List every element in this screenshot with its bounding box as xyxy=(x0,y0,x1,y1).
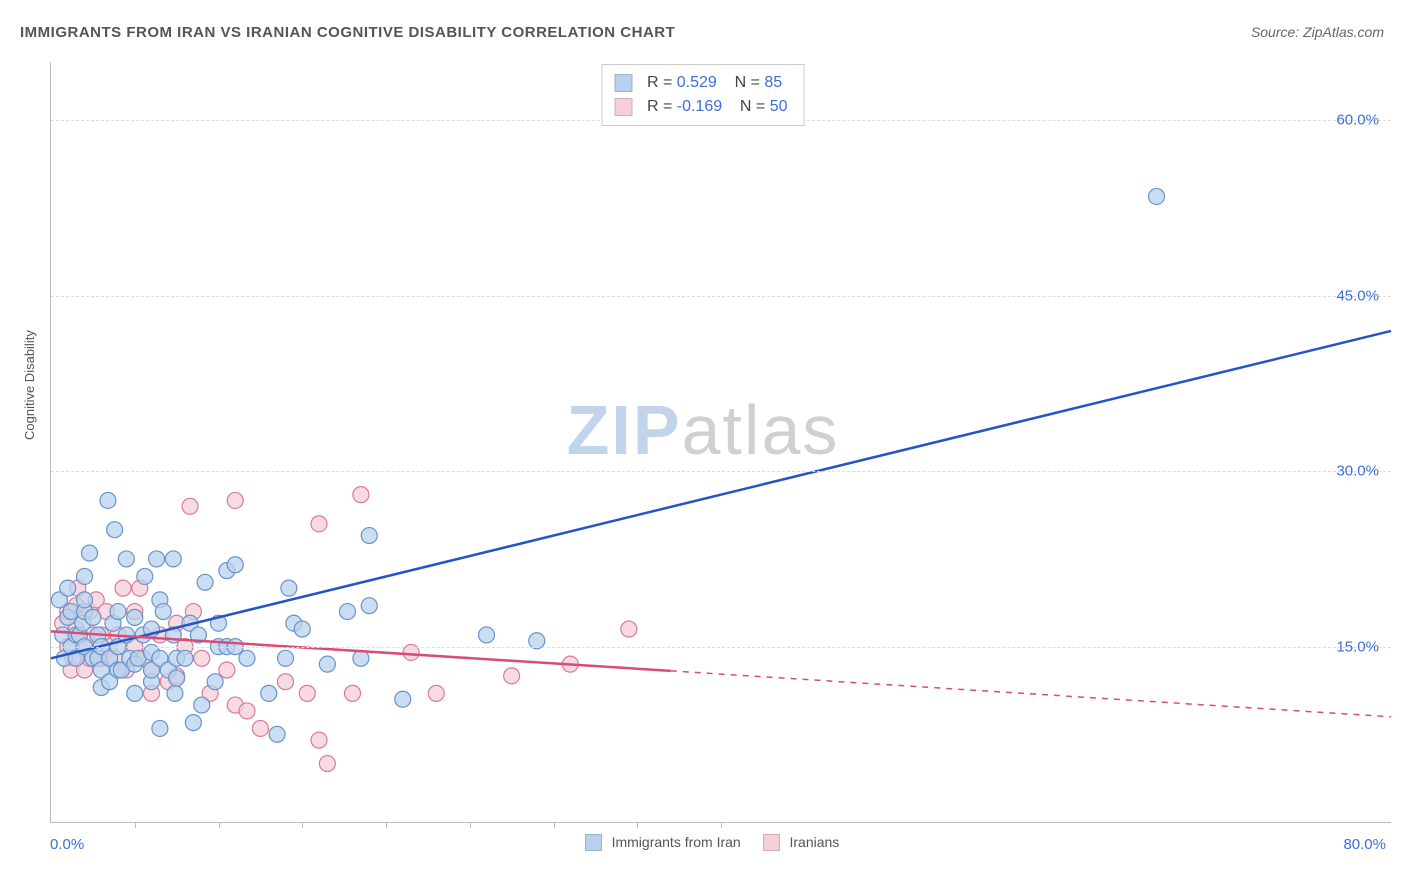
scatter-point-immigrants xyxy=(185,715,201,731)
r-value-immigrants: 0.529 xyxy=(677,74,717,91)
scatter-point-immigrants xyxy=(149,551,165,567)
scatter-point-iranians xyxy=(252,720,268,736)
scatter-point-immigrants xyxy=(127,609,143,625)
scatter-point-iranians xyxy=(227,492,243,508)
source-attribution: Source: ZipAtlas.com xyxy=(1251,24,1384,40)
scatter-point-immigrants xyxy=(479,627,495,643)
scatter-point-immigrants xyxy=(167,685,183,701)
scatter-point-immigrants xyxy=(127,685,143,701)
scatter-point-immigrants xyxy=(60,580,76,596)
source-name: ZipAtlas.com xyxy=(1303,24,1384,40)
scatter-point-immigrants xyxy=(169,670,185,686)
scatter-plot-svg xyxy=(51,62,351,212)
swatch-immigrants xyxy=(615,74,633,92)
source-prefix: Source: xyxy=(1251,24,1303,40)
x-tick xyxy=(554,822,555,828)
scatter-point-immigrants xyxy=(269,726,285,742)
x-tick xyxy=(386,822,387,828)
scatter-point-immigrants xyxy=(85,609,101,625)
x-tick xyxy=(219,822,220,828)
scatter-point-immigrants xyxy=(239,650,255,666)
gridline-h xyxy=(51,647,1391,648)
scatter-point-immigrants xyxy=(77,568,93,584)
scatter-point-immigrants xyxy=(110,604,126,620)
scatter-point-immigrants xyxy=(197,574,213,590)
scatter-point-immigrants xyxy=(107,522,123,538)
scatter-point-immigrants xyxy=(152,720,168,736)
scatter-point-iranians xyxy=(311,516,327,532)
scatter-point-immigrants xyxy=(339,604,355,620)
scatter-point-immigrants xyxy=(137,568,153,584)
r-label: R = xyxy=(647,98,677,115)
y-axis-label: Cognitive Disability xyxy=(22,330,37,440)
stats-legend-box: R = 0.529 N = 85 R = -0.169 N = 50 xyxy=(602,64,805,126)
scatter-point-iranians xyxy=(194,650,210,666)
scatter-point-immigrants xyxy=(1149,188,1165,204)
r-value-iranians: -0.169 xyxy=(677,98,722,115)
scatter-point-iranians xyxy=(278,674,294,690)
x-tick xyxy=(470,822,471,828)
legend-label-immigrants: Immigrants from Iran xyxy=(612,834,741,850)
scatter-point-immigrants xyxy=(395,691,411,707)
scatter-point-immigrants xyxy=(361,598,377,614)
x-tick xyxy=(637,822,638,828)
scatter-point-iranians xyxy=(115,580,131,596)
n-value-iranians: 50 xyxy=(770,98,788,115)
n-label: N = xyxy=(735,74,765,91)
scatter-point-iranians xyxy=(428,685,444,701)
scatter-point-immigrants xyxy=(278,650,294,666)
scatter-point-immigrants xyxy=(361,528,377,544)
scatter-point-iranians xyxy=(311,732,327,748)
swatch-iranians xyxy=(615,98,633,116)
scatter-point-immigrants xyxy=(319,656,335,672)
scatter-point-immigrants xyxy=(165,551,181,567)
scatter-point-immigrants xyxy=(194,697,210,713)
scatter-point-iranians xyxy=(353,487,369,503)
y-tick-label: 30.0% xyxy=(1336,463,1379,480)
scatter-point-immigrants xyxy=(294,621,310,637)
legend-swatch-iranians xyxy=(763,834,780,851)
scatter-point-immigrants xyxy=(82,545,98,561)
r-label: R = xyxy=(647,74,677,91)
y-tick-label: 60.0% xyxy=(1336,112,1379,129)
scatter-point-immigrants xyxy=(177,650,193,666)
x-tick xyxy=(135,822,136,828)
trend-line-iranians-dashed xyxy=(671,671,1391,717)
gridline-h xyxy=(51,296,1391,297)
x-tick xyxy=(302,822,303,828)
bottom-legend: Immigrants from Iran Iranians xyxy=(0,834,1406,853)
scatter-point-iranians xyxy=(182,498,198,514)
scatter-point-iranians xyxy=(621,621,637,637)
y-tick-label: 45.0% xyxy=(1336,287,1379,304)
plot-area: 15.0% 30.0% 45.0% 60.0% xyxy=(50,62,1391,823)
scatter-point-iranians xyxy=(299,685,315,701)
scatter-point-immigrants xyxy=(227,557,243,573)
scatter-point-immigrants xyxy=(261,685,277,701)
chart-title: IMMIGRANTS FROM IRAN VS IRANIAN COGNITIV… xyxy=(20,24,675,41)
scatter-point-iranians xyxy=(319,756,335,772)
scatter-point-immigrants xyxy=(100,492,116,508)
legend-label-iranians: Iranians xyxy=(790,834,840,850)
scatter-point-immigrants xyxy=(155,604,171,620)
trend-line-immigrants xyxy=(51,331,1391,658)
scatter-point-iranians xyxy=(239,703,255,719)
scatter-point-iranians xyxy=(345,685,361,701)
y-tick-label: 15.0% xyxy=(1336,638,1379,655)
scatter-point-iranians xyxy=(219,662,235,678)
scatter-point-immigrants xyxy=(281,580,297,596)
n-label: N = xyxy=(740,98,770,115)
stats-row-iranians: R = -0.169 N = 50 xyxy=(615,95,788,119)
gridline-h xyxy=(51,471,1391,472)
scatter-point-immigrants xyxy=(118,551,134,567)
scatter-point-iranians xyxy=(504,668,520,684)
x-tick xyxy=(721,822,722,828)
legend-swatch-immigrants xyxy=(585,834,602,851)
scatter-point-immigrants xyxy=(77,592,93,608)
scatter-point-immigrants xyxy=(207,674,223,690)
n-value-immigrants: 85 xyxy=(764,74,782,91)
stats-row-immigrants: R = 0.529 N = 85 xyxy=(615,71,788,95)
